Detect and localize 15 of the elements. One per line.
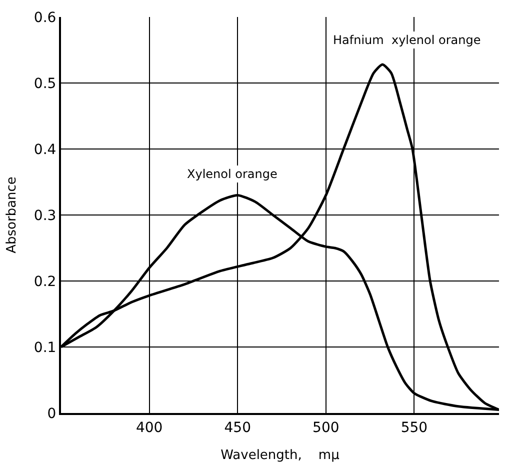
x-axis-title: Wavelength, mμ [220,448,340,463]
y-tick-label: 0.2 [34,274,56,290]
y-tick-label: 0.5 [34,76,56,92]
y-axis-title: Absorbance [4,176,20,254]
annotation: Hafnium xylenol orange [333,33,481,47]
y-tick-label: 0.4 [34,142,56,158]
annotation: Xylenol orange [187,167,278,181]
x-tick-label: 500 [312,420,340,436]
y-tick-label: 0.3 [34,208,56,224]
x-tick-label: 400 [136,420,163,436]
y-tick-label: 0 [47,406,56,422]
x-tick-label: 450 [224,420,251,436]
y-tick-label: 0.6 [34,10,56,26]
x-tick-label: 550 [400,420,428,436]
y-tick-label: 0.1 [34,340,56,356]
